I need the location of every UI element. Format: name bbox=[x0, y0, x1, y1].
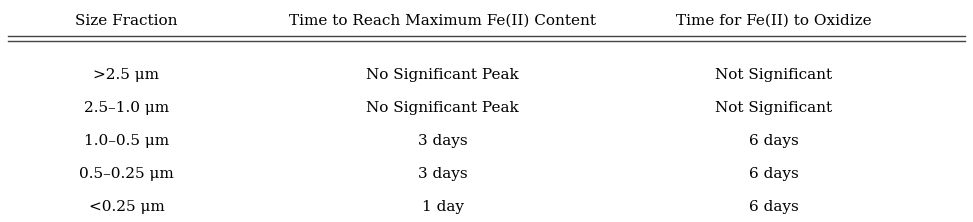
Text: 3 days: 3 days bbox=[417, 134, 468, 148]
Text: 0.5–0.25 μm: 0.5–0.25 μm bbox=[79, 167, 174, 181]
Text: 3 days: 3 days bbox=[417, 167, 468, 181]
Text: 2.5–1.0 μm: 2.5–1.0 μm bbox=[84, 101, 169, 115]
Text: No Significant Peak: No Significant Peak bbox=[367, 68, 519, 82]
Text: 6 days: 6 days bbox=[748, 134, 799, 148]
Text: >2.5 μm: >2.5 μm bbox=[93, 68, 160, 82]
Text: 1.0–0.5 μm: 1.0–0.5 μm bbox=[84, 134, 169, 148]
Text: 1 day: 1 day bbox=[421, 200, 464, 214]
Text: Not Significant: Not Significant bbox=[715, 68, 832, 82]
Text: 6 days: 6 days bbox=[748, 167, 799, 181]
Text: Size Fraction: Size Fraction bbox=[75, 14, 178, 28]
Text: 6 days: 6 days bbox=[748, 200, 799, 214]
Text: Time to Reach Maximum Fe(II) Content: Time to Reach Maximum Fe(II) Content bbox=[289, 14, 596, 28]
Text: <0.25 μm: <0.25 μm bbox=[89, 200, 164, 214]
Text: Not Significant: Not Significant bbox=[715, 101, 832, 115]
Text: No Significant Peak: No Significant Peak bbox=[367, 101, 519, 115]
Text: Time for Fe(II) to Oxidize: Time for Fe(II) to Oxidize bbox=[675, 14, 872, 28]
